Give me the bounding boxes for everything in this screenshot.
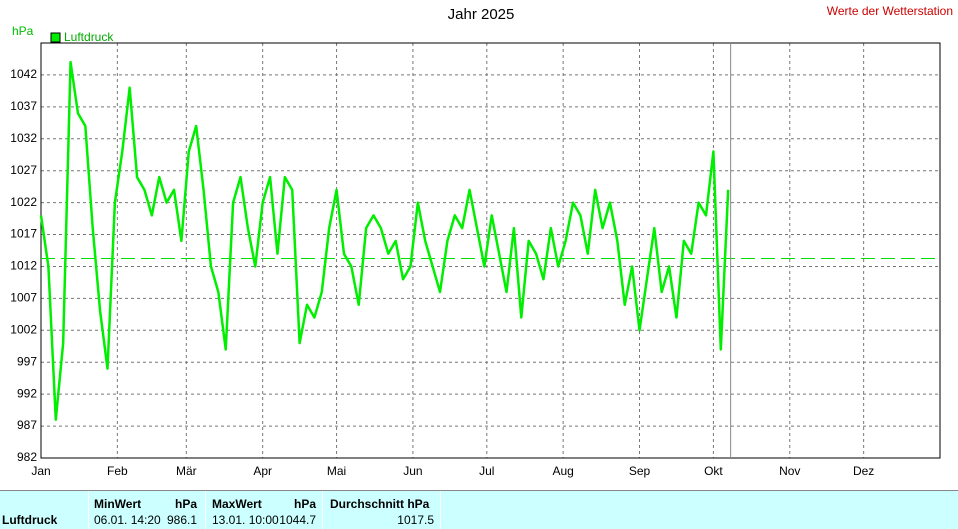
y-tick-label: 997: [17, 354, 37, 368]
cell: MinWert hPa 06.01. 14:20 986.1: [89, 491, 206, 529]
legend-swatch: [50, 32, 61, 43]
x-tick-label: Dez: [853, 464, 874, 478]
chart-title: Jahr 2025: [448, 6, 515, 23]
x-tick-label: Apr: [253, 464, 272, 478]
plot-frame: [40, 42, 941, 459]
x-tick-label: Okt: [704, 464, 723, 478]
header: hPa: [293, 497, 316, 511]
header: Durchschnitt hPa: [330, 497, 430, 511]
header: MaxWert: [212, 497, 262, 511]
summary-table: Luftdruck MinWert hPa 06.01. 14:20 986.1…: [0, 490, 958, 529]
y-tick-label: 1012: [10, 259, 37, 273]
y-tick-label: 982: [17, 450, 37, 464]
time: 13.01. 10:00: [212, 513, 279, 527]
value: 986.1: [166, 513, 197, 527]
chart: Jahr 2025 Werte der Wetterstation hPa Lu…: [10, 4, 953, 478]
x-tick-label: Sep: [629, 464, 651, 478]
header: hPa: [174, 497, 197, 511]
value: 1017.5: [397, 513, 434, 527]
x-tick-label: Nov: [779, 464, 800, 478]
y-tick-label: 1022: [10, 195, 37, 209]
x-tick-label: Feb: [107, 464, 128, 478]
x-tick-label: Jan: [31, 464, 50, 478]
time: 06.01. 14:20: [94, 513, 161, 527]
y-tick-label: 1032: [10, 131, 37, 145]
y-tick-label: 1042: [10, 67, 37, 81]
legend-label: Luftdruck: [64, 30, 114, 44]
y-tick-label: 1002: [10, 322, 37, 336]
y-tick-label: 992: [17, 386, 37, 400]
x-tick-label: Aug: [552, 464, 573, 478]
y-tick-label: 987: [17, 418, 37, 432]
cell: Durchschnitt hPa 1017.5: [323, 491, 441, 529]
x-tick-label: Jul: [479, 464, 494, 478]
value: 1044.7: [279, 513, 316, 527]
header: MinWert: [94, 497, 142, 511]
x-tick-label: Jun: [403, 464, 422, 478]
y-tick-label: 1027: [10, 163, 37, 177]
y-tick-label: 1037: [10, 99, 37, 113]
y-tick-label: 1017: [10, 227, 37, 241]
cell: Luftdruck: [0, 491, 89, 529]
y-axis-label: hPa: [12, 24, 34, 38]
note: Werte der Wetterstation: [827, 4, 953, 18]
data-line: [39, 60, 730, 421]
x-tick-label: Mär: [176, 464, 197, 478]
x-tick-label: Mai: [327, 464, 346, 478]
cell: MaxWert hPa 13.01. 10:00 1044.7: [206, 491, 323, 529]
y-tick-label: 1007: [10, 291, 37, 305]
row-label: Luftdruck: [2, 513, 58, 527]
